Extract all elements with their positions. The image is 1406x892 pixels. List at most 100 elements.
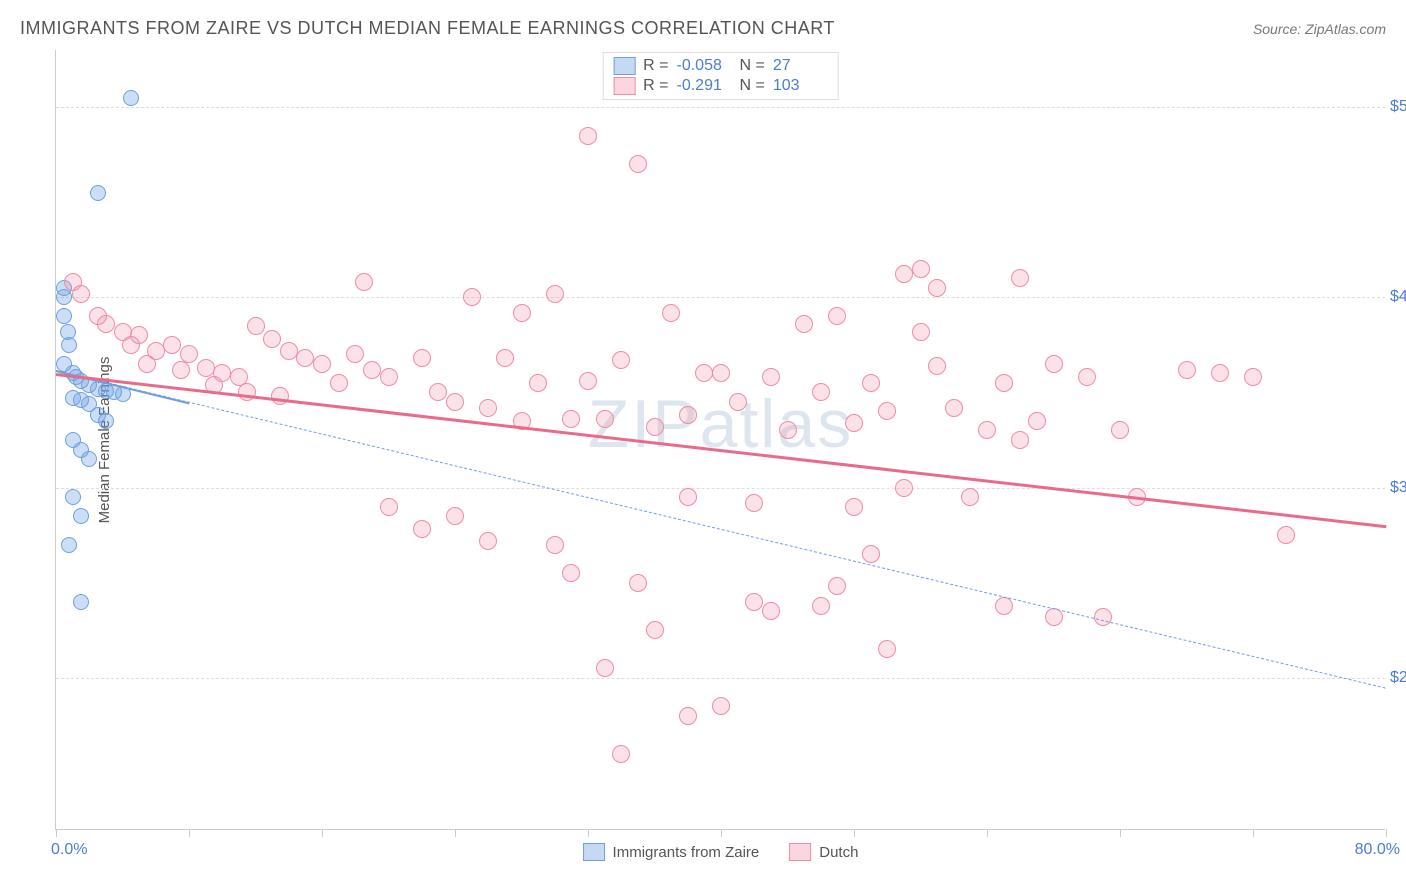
x-tick [854, 829, 855, 837]
data-point [380, 498, 398, 516]
data-point [122, 336, 140, 354]
data-point [1078, 368, 1096, 386]
data-point [579, 127, 597, 145]
data-point [812, 597, 830, 615]
data-point [355, 273, 373, 291]
bottom-legend: Immigrants from Zaire Dutch [583, 843, 859, 861]
y-tick-label: $20,000 [1390, 669, 1406, 687]
data-point [612, 745, 630, 763]
r-value-1: -0.058 [677, 57, 732, 75]
data-point [138, 355, 156, 373]
x-tick [189, 829, 190, 837]
data-point [123, 90, 139, 106]
data-point [745, 494, 763, 512]
r-label-1: R = [643, 57, 668, 75]
y-tick-label: $40,000 [1390, 288, 1406, 306]
x-axis-min-label: 0.0% [51, 841, 87, 859]
x-tick [1386, 829, 1387, 837]
data-point [679, 406, 697, 424]
data-point [313, 355, 331, 373]
data-point [845, 498, 863, 516]
data-point [1211, 364, 1229, 382]
data-point [56, 308, 72, 324]
data-point [496, 349, 514, 367]
stats-row-1: R = -0.058 N = 27 [613, 56, 828, 76]
legend-item-2: Dutch [789, 843, 858, 861]
data-point [596, 659, 614, 677]
y-tick-label: $30,000 [1390, 479, 1406, 497]
data-point [562, 564, 580, 582]
r-value-2: -0.291 [677, 77, 732, 95]
data-point [662, 304, 680, 322]
x-tick [1253, 829, 1254, 837]
data-point [73, 508, 89, 524]
data-point [978, 421, 996, 439]
data-point [712, 697, 730, 715]
gridline [56, 297, 1385, 298]
data-point [81, 451, 97, 467]
data-point [1244, 368, 1262, 386]
data-point [56, 289, 72, 305]
data-point [238, 383, 256, 401]
data-point [679, 707, 697, 725]
x-tick [588, 829, 589, 837]
data-point [65, 489, 81, 505]
data-point [296, 349, 314, 367]
data-point [1011, 431, 1029, 449]
data-point [629, 574, 647, 592]
data-point [346, 345, 364, 363]
data-point [928, 279, 946, 297]
data-point [878, 640, 896, 658]
legend-label-1: Immigrants from Zaire [613, 844, 760, 861]
trend-line [56, 370, 1386, 689]
data-point [961, 488, 979, 506]
data-point [330, 374, 348, 392]
data-point [679, 488, 697, 506]
data-point [795, 315, 813, 333]
data-point [247, 317, 265, 335]
data-point [912, 260, 930, 278]
data-point [828, 577, 846, 595]
data-point [945, 399, 963, 417]
data-point [912, 323, 930, 341]
data-point [1045, 355, 1063, 373]
legend-swatch-pink-icon [789, 843, 811, 861]
data-point [263, 330, 281, 348]
n-label-2: N = [740, 77, 765, 95]
data-point [995, 597, 1013, 615]
data-point [479, 532, 497, 550]
data-point [197, 359, 215, 377]
gridline [56, 678, 1385, 679]
data-point [995, 374, 1013, 392]
x-tick [987, 829, 988, 837]
data-point [1011, 269, 1029, 287]
data-point [579, 372, 597, 390]
data-point [712, 364, 730, 382]
data-point [429, 383, 447, 401]
data-point [61, 537, 77, 553]
n-value-2: 103 [773, 77, 828, 95]
chart-title: IMMIGRANTS FROM ZAIRE VS DUTCH MEDIAN FE… [20, 18, 835, 39]
data-point [280, 342, 298, 360]
data-point [73, 594, 89, 610]
data-point [97, 315, 115, 333]
n-value-1: 27 [773, 57, 828, 75]
x-tick [455, 829, 456, 837]
data-point [745, 593, 763, 611]
swatch-blue-icon [613, 57, 635, 75]
data-point [629, 155, 647, 173]
data-point [596, 410, 614, 428]
x-tick [1120, 829, 1121, 837]
data-point [546, 536, 564, 554]
data-point [1094, 608, 1112, 626]
data-point [98, 413, 114, 429]
data-point [546, 285, 564, 303]
data-point [172, 361, 190, 379]
data-point [729, 393, 747, 411]
data-point [1028, 412, 1046, 430]
data-point [862, 545, 880, 563]
data-point [646, 418, 664, 436]
data-point [845, 414, 863, 432]
data-point [612, 351, 630, 369]
stats-row-2: R = -0.291 N = 103 [613, 76, 828, 96]
